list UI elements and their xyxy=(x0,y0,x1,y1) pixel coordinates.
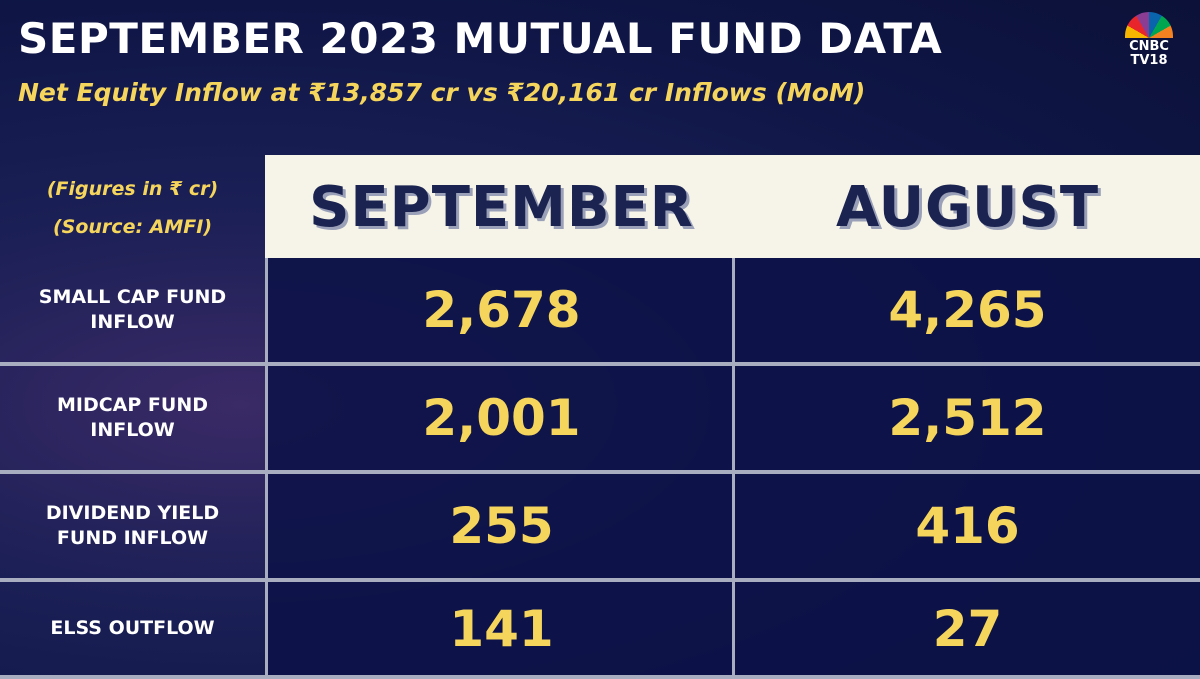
row-label-line: INFLOW xyxy=(90,419,175,441)
note: (Source: AMFI) xyxy=(52,216,213,238)
cell-value: 255 xyxy=(449,497,554,555)
row-separator xyxy=(0,362,1200,366)
header-band xyxy=(265,155,1200,258)
logo: CNBC TV18 xyxy=(1114,12,1184,68)
row-separator xyxy=(0,470,1200,474)
cell-value: 2,678 xyxy=(422,281,581,339)
cell-value: 4,265 xyxy=(888,281,1047,339)
column-header: SEPTEMBER xyxy=(309,175,694,240)
column-header: AUGUST xyxy=(835,175,1100,240)
notes: (Figures in ₹ cr) (Source: AMFI) xyxy=(0,170,265,246)
row-label-line: DIVIDEND YIELD xyxy=(45,502,220,524)
subtitle: Net Equity Inflow at ₹13,857 cr vs ₹20,1… xyxy=(18,78,866,107)
row-label-line: FUND INFLOW xyxy=(56,527,209,549)
logo-text: CNBC xyxy=(1129,39,1169,54)
cell-value: 416 xyxy=(915,497,1020,555)
row-label-line: MIDCAP FUND xyxy=(56,394,209,416)
row-label: ELSS OUTFLOW xyxy=(0,582,265,675)
cell-value: 2,512 xyxy=(888,389,1047,447)
row-label-line: SMALL CAP FUND xyxy=(38,286,227,308)
column-separator xyxy=(265,258,268,675)
cell-value: 141 xyxy=(449,599,554,658)
row-label: MIDCAP FUND INFLOW xyxy=(0,366,265,470)
note: (Figures in ₹ cr) xyxy=(46,178,219,200)
row-separator xyxy=(0,578,1200,582)
row-label: DIVIDEND YIELD FUND INFLOW xyxy=(0,474,265,578)
cell-value: 27 xyxy=(932,599,1003,658)
cell-value: 2,001 xyxy=(422,389,581,447)
logo-icon xyxy=(1125,12,1173,38)
column-separator xyxy=(732,258,735,675)
logo-text: TV18 xyxy=(1130,53,1168,68)
row-separator xyxy=(0,675,1200,679)
row-label-line: INFLOW xyxy=(90,311,175,333)
row-label: SMALL CAP FUND INFLOW xyxy=(0,258,265,362)
row-label-line: ELSS OUTFLOW xyxy=(50,617,215,639)
title: SEPTEMBER 2023 MUTUAL FUND DATA xyxy=(18,14,943,63)
